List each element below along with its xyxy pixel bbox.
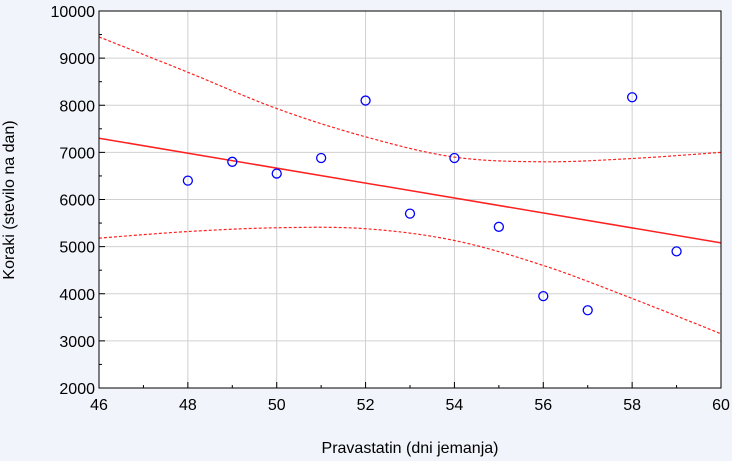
x-axis-title: Pravastatin (dni jemanja) — [322, 440, 499, 457]
confidence-upper-line — [98, 36, 722, 163]
confidence-lower-line — [98, 226, 722, 335]
x-tick-label: 50 — [268, 397, 286, 414]
x-tick-label: 48 — [179, 397, 197, 414]
data-point — [315, 152, 327, 164]
data-point — [404, 208, 416, 219]
data-point — [538, 290, 549, 302]
x-tick-label: 58 — [623, 397, 641, 414]
confidence-bands — [98, 36, 722, 335]
y-tick-label: 10000 — [51, 4, 96, 21]
regression-line — [98, 137, 722, 244]
y-tick-label: 4000 — [59, 287, 95, 304]
y-tick-label: 6000 — [59, 193, 95, 210]
regression-line-group — [98, 137, 722, 244]
data-point — [449, 152, 460, 164]
x-tick-label: 52 — [357, 397, 375, 414]
data-point — [360, 95, 371, 106]
y-tick-label: 9000 — [59, 51, 95, 68]
data-points — [182, 92, 682, 316]
data-point — [182, 175, 194, 186]
x-tick-label: 54 — [446, 397, 464, 414]
y-tick-label: 5000 — [59, 240, 95, 257]
data-point — [227, 156, 238, 167]
y-axis-title: Koraki (stevilo na dan) — [1, 120, 18, 279]
x-tick-label: 56 — [534, 397, 552, 414]
y-tick-label: 2000 — [59, 381, 95, 398]
data-point — [493, 221, 505, 232]
data-point — [671, 246, 682, 257]
y-tick-label: 8000 — [59, 98, 95, 115]
x-axis-ticks: 46 48 50 52 54 56 58 60 — [90, 382, 730, 414]
data-point — [582, 305, 593, 316]
y-axis-ticks: 2000 3000 4000 5000 6000 7000 8000 9000 10000 — [51, 4, 105, 398]
x-tick-label: 60 — [712, 397, 730, 414]
y-tick-label: 7000 — [59, 145, 95, 162]
x-tick-label: 46 — [90, 397, 108, 414]
data-point — [626, 92, 638, 103]
y-tick-label: 3000 — [59, 334, 95, 351]
data-point — [271, 168, 282, 179]
